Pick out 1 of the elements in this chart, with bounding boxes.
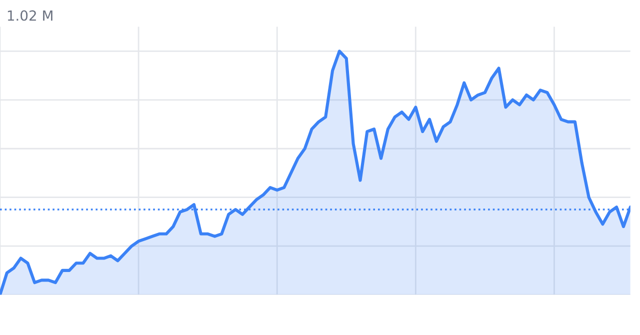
text: 1.02 M <box>8 10 52 21</box>
